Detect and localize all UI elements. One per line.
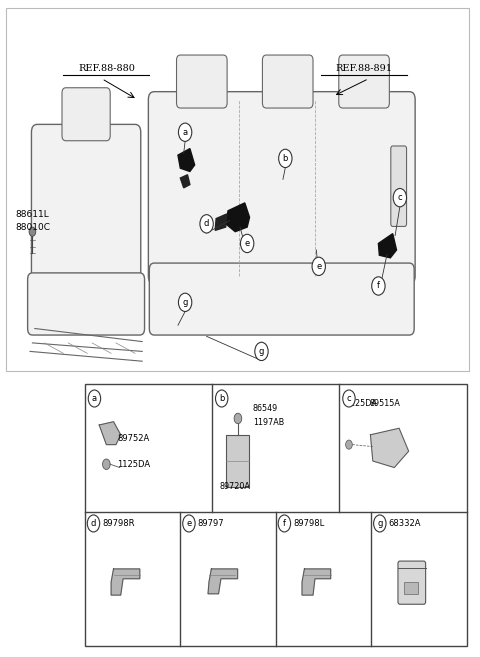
Text: 1125DA: 1125DA [117, 460, 150, 468]
Polygon shape [378, 234, 396, 258]
Circle shape [216, 390, 228, 407]
Polygon shape [226, 203, 250, 232]
Text: b: b [219, 394, 224, 403]
Circle shape [255, 342, 268, 361]
Circle shape [279, 149, 292, 168]
Text: 1125DA: 1125DA [345, 399, 377, 408]
FancyBboxPatch shape [149, 263, 414, 335]
Polygon shape [302, 569, 331, 595]
Text: 86549: 86549 [253, 405, 278, 413]
Text: b: b [283, 154, 288, 163]
Text: 89798R: 89798R [102, 519, 134, 528]
Circle shape [88, 390, 101, 407]
FancyBboxPatch shape [227, 435, 250, 487]
Text: f: f [377, 281, 380, 290]
Text: 89797: 89797 [198, 519, 224, 528]
FancyBboxPatch shape [339, 55, 389, 108]
Circle shape [183, 515, 195, 532]
Text: g: g [182, 298, 188, 307]
FancyBboxPatch shape [177, 55, 227, 108]
Circle shape [393, 189, 407, 207]
Text: a: a [92, 394, 97, 403]
Circle shape [373, 515, 386, 532]
Circle shape [278, 515, 290, 532]
Circle shape [179, 123, 192, 141]
Circle shape [372, 277, 385, 295]
FancyBboxPatch shape [391, 146, 407, 227]
Text: d: d [91, 519, 96, 528]
FancyBboxPatch shape [404, 582, 418, 594]
Polygon shape [178, 148, 195, 171]
FancyBboxPatch shape [28, 273, 144, 335]
FancyBboxPatch shape [32, 124, 141, 294]
Polygon shape [111, 569, 140, 595]
Circle shape [87, 515, 100, 532]
FancyBboxPatch shape [398, 561, 426, 604]
Circle shape [343, 390, 355, 407]
Text: REF.88-880: REF.88-880 [78, 64, 135, 74]
FancyBboxPatch shape [148, 92, 415, 284]
Circle shape [346, 440, 352, 449]
Bar [85, 384, 467, 646]
Polygon shape [215, 214, 227, 231]
Text: 89515A: 89515A [370, 399, 401, 408]
Text: REF.88-891: REF.88-891 [336, 64, 393, 74]
Polygon shape [208, 569, 238, 594]
Polygon shape [99, 422, 120, 445]
Text: f: f [283, 519, 286, 528]
Text: 68332A: 68332A [388, 519, 421, 528]
Bar [6, 8, 469, 371]
Text: g: g [259, 347, 264, 356]
Text: e: e [244, 239, 250, 248]
Text: c: c [397, 193, 402, 202]
Text: 89720A: 89720A [219, 482, 250, 491]
Text: e: e [316, 262, 322, 271]
FancyBboxPatch shape [62, 88, 110, 141]
Circle shape [234, 413, 242, 424]
Text: 89752A: 89752A [117, 434, 150, 443]
Polygon shape [180, 175, 190, 188]
Text: 1197AB: 1197AB [253, 418, 284, 426]
Text: g: g [377, 519, 383, 528]
Text: 89798L: 89798L [293, 519, 324, 528]
Text: a: a [182, 127, 188, 137]
Circle shape [240, 235, 254, 252]
Circle shape [200, 215, 213, 233]
Text: 88010C: 88010C [16, 223, 51, 232]
Text: e: e [186, 519, 192, 528]
Circle shape [312, 257, 325, 275]
Circle shape [29, 227, 36, 237]
Polygon shape [371, 428, 408, 468]
Text: c: c [347, 394, 351, 403]
Text: 88611L: 88611L [16, 210, 49, 219]
Circle shape [103, 459, 110, 470]
Text: d: d [204, 219, 209, 229]
Circle shape [179, 293, 192, 311]
FancyBboxPatch shape [263, 55, 313, 108]
